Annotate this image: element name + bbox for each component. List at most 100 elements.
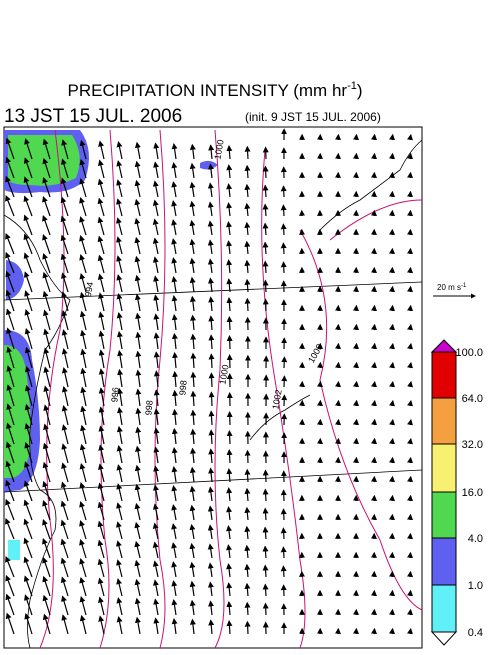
wind-arrow bbox=[410, 135, 411, 140]
wind-arrow bbox=[247, 603, 248, 615]
wind-arrow bbox=[410, 572, 411, 577]
valid-time: 13 JST 15 JUL. 2006 bbox=[4, 106, 182, 127]
isobar-label: 996 bbox=[109, 387, 120, 403]
wind-arrow bbox=[374, 344, 375, 349]
wind-arrow bbox=[356, 401, 357, 406]
wind-arrow bbox=[356, 135, 357, 140]
wind-arrow bbox=[338, 363, 339, 368]
wind-arrow bbox=[266, 604, 267, 615]
colorbar-segment bbox=[432, 492, 456, 538]
wind-arrow bbox=[374, 439, 375, 444]
wind-arrow bbox=[374, 363, 375, 368]
wind-arrow bbox=[284, 262, 285, 273]
wind-arrow bbox=[410, 496, 411, 501]
wind-arrow bbox=[374, 629, 375, 634]
wind-arrow bbox=[392, 591, 393, 596]
wind-arrow bbox=[374, 401, 375, 406]
wind-arrow bbox=[211, 355, 212, 369]
wind-arrow bbox=[410, 439, 411, 444]
wind-arrow bbox=[410, 173, 411, 178]
wind-arrow bbox=[356, 382, 357, 387]
wind-arrow bbox=[211, 393, 212, 407]
wind-arrow bbox=[392, 420, 393, 425]
wind-arrow bbox=[338, 401, 339, 406]
wind-arrow bbox=[392, 287, 393, 292]
wind-arrow bbox=[392, 439, 393, 444]
wind-arrow bbox=[392, 496, 393, 501]
map-frame bbox=[4, 127, 422, 648]
wind-arrow bbox=[410, 591, 411, 596]
wind-arrow bbox=[283, 547, 284, 558]
wind-arrow bbox=[356, 420, 357, 425]
colorbar-extend-bottom bbox=[432, 632, 456, 645]
wind-arrow bbox=[392, 477, 393, 482]
colorbar-tick-label: 4.0 bbox=[468, 533, 483, 545]
wind-arrow bbox=[374, 135, 375, 140]
wind-arrow bbox=[410, 610, 411, 615]
wind-arrow bbox=[229, 317, 230, 330]
wind-arrow bbox=[356, 439, 357, 444]
colorbar: 100.064.032.016.04.01.00.4 bbox=[432, 340, 483, 645]
colorbar-extend-top bbox=[432, 340, 456, 352]
wind-arrow bbox=[410, 515, 411, 520]
wind-arrow bbox=[410, 249, 411, 254]
wind-arrow bbox=[374, 458, 375, 463]
colorbar-tick-label: 100.0 bbox=[455, 347, 483, 359]
wind-arrow bbox=[265, 490, 266, 501]
wind-arrow bbox=[374, 420, 375, 425]
wind-arrow bbox=[230, 336, 231, 349]
wind-arrow bbox=[392, 173, 393, 178]
wind-arrow bbox=[266, 471, 267, 482]
wind-arrow bbox=[338, 382, 339, 387]
title: PRECIPITATION INTENSITY (mm hr-1) bbox=[67, 80, 362, 100]
colorbar-tick-label: 16.0 bbox=[462, 487, 483, 499]
wind-arrow bbox=[374, 154, 375, 159]
colorbar-segment bbox=[432, 398, 456, 444]
colorbar-tick-label: 0.4 bbox=[468, 627, 483, 639]
wind-arrow bbox=[283, 566, 284, 577]
wind-arrow bbox=[392, 629, 393, 634]
wind-arrow bbox=[374, 325, 375, 330]
isobar-label: 998 bbox=[143, 400, 154, 416]
wind-arrow bbox=[283, 205, 284, 216]
wind-arrow bbox=[247, 622, 248, 634]
wind-arrow bbox=[229, 431, 230, 444]
wind-arrow bbox=[265, 509, 266, 520]
wind-arrow bbox=[211, 412, 212, 426]
wind-arrow bbox=[392, 325, 393, 330]
wind-arrow bbox=[265, 262, 266, 273]
colorbar-segment bbox=[432, 444, 456, 492]
wind-arrow bbox=[410, 154, 411, 159]
wind-arrow bbox=[247, 147, 248, 159]
wind-arrow bbox=[338, 420, 339, 425]
wind-arrow bbox=[410, 325, 411, 330]
wind-arrow bbox=[211, 374, 212, 388]
wind-arrow bbox=[283, 528, 284, 539]
wind-arrow bbox=[392, 382, 393, 387]
wind-arrow bbox=[283, 243, 284, 254]
wind-arrow bbox=[392, 135, 393, 140]
precip-area bbox=[8, 540, 20, 560]
wind-arrow bbox=[248, 451, 249, 463]
wind-arrow bbox=[410, 477, 411, 482]
wind-arrow bbox=[356, 363, 357, 368]
wind-arrow bbox=[356, 325, 357, 330]
wind-arrow bbox=[265, 566, 266, 577]
wind-arrow bbox=[265, 281, 266, 292]
wind-arrow bbox=[410, 287, 411, 292]
wind-arrow bbox=[392, 401, 393, 406]
wind-arrow bbox=[247, 299, 248, 311]
wind-arrow bbox=[229, 450, 230, 463]
colorbar-segment bbox=[432, 585, 456, 632]
colorbar-segment bbox=[432, 538, 456, 585]
wind-arrow bbox=[283, 224, 284, 235]
colorbar-tick-label: 64.0 bbox=[462, 393, 483, 405]
init-time: (init. 9 JST 15 JUL. 2006) bbox=[245, 110, 381, 124]
colorbar-tick-label: 32.0 bbox=[462, 439, 483, 451]
wind-arrow bbox=[284, 186, 285, 197]
colorbar-segment bbox=[432, 352, 456, 398]
wind-legend-label: 20 m s-1 bbox=[437, 283, 467, 292]
wind-arrow bbox=[410, 211, 411, 216]
